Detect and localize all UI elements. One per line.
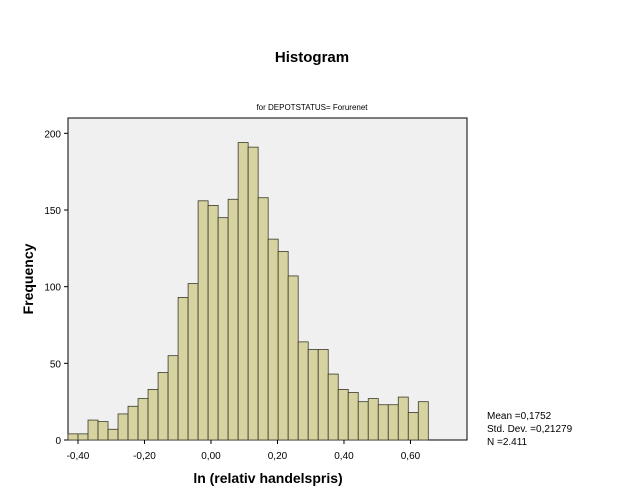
histogram-bar xyxy=(317,349,329,441)
x-tick-label: 0,60 xyxy=(401,451,421,462)
histogram-bar xyxy=(377,404,389,441)
x-tick-label: -0,40 xyxy=(67,451,90,462)
histogram-bar xyxy=(347,392,359,441)
histogram-bar xyxy=(417,401,429,441)
x-axis-label: ln (relativ handelspris) xyxy=(193,470,342,486)
histogram-bar xyxy=(297,341,309,441)
histogram-bar xyxy=(117,413,129,441)
histogram-bar xyxy=(127,405,139,441)
y-tick-label: 100 xyxy=(44,283,61,294)
x-tick-label: -0,20 xyxy=(133,451,156,462)
histogram-bar xyxy=(177,296,189,441)
stat-n: N =2.411 xyxy=(487,437,528,448)
x-axis: -0,40 -0,20 0,00 0,20 0,40 0,60 xyxy=(67,440,421,462)
histogram-bar xyxy=(97,421,109,441)
histogram-bar xyxy=(267,238,279,441)
chart-title: Histogram xyxy=(275,49,349,66)
y-tick-label: 50 xyxy=(50,359,62,370)
histogram-bar xyxy=(217,217,229,441)
histogram-bar xyxy=(227,198,239,441)
histogram-bar xyxy=(257,197,269,441)
histogram-bar xyxy=(107,428,119,441)
histogram-bar xyxy=(207,204,219,441)
chart-subtitle: for DEPOTSTATUS= Forurenet xyxy=(256,103,368,112)
x-tick-label: 0,40 xyxy=(334,451,354,462)
histogram-bar xyxy=(67,433,79,441)
histogram-bar xyxy=(137,398,149,441)
histogram-bar xyxy=(397,396,409,441)
histogram-bar xyxy=(87,419,99,441)
y-tick-label: 0 xyxy=(55,436,61,447)
histogram-bar xyxy=(277,250,289,441)
stat-mean: Mean =0,1752 xyxy=(487,411,552,422)
y-axis-label: Frequency xyxy=(20,243,36,314)
histogram-bar xyxy=(387,404,399,441)
histogram-bar xyxy=(407,411,419,441)
histogram-bars xyxy=(67,142,429,441)
histogram-bar xyxy=(77,433,89,441)
y-axis: 0 50 100 150 200 xyxy=(44,129,68,447)
histogram-bar xyxy=(337,388,349,441)
stat-std-dev: Std. Dev. =0,21279 xyxy=(487,424,573,435)
summary-stats: Mean =0,1752 Std. Dev. =0,21279 N =2.411 xyxy=(487,411,573,448)
histogram-bar xyxy=(197,200,209,441)
histogram-bar xyxy=(367,398,379,441)
histogram-bar xyxy=(327,373,339,441)
histogram-bar xyxy=(357,401,369,441)
histogram-bar xyxy=(167,355,179,441)
histogram-bar xyxy=(187,283,199,441)
y-tick-label: 200 xyxy=(44,129,61,140)
histogram-bar xyxy=(287,275,299,441)
x-tick-label: 0,00 xyxy=(201,451,221,462)
y-tick-label: 150 xyxy=(44,206,61,217)
x-tick-label: 0,20 xyxy=(268,451,288,462)
histogram-bar xyxy=(307,349,319,441)
histogram-bar xyxy=(237,142,249,441)
histogram-bar xyxy=(247,146,259,441)
histogram-bar xyxy=(157,372,169,441)
histogram-bar xyxy=(147,388,159,441)
